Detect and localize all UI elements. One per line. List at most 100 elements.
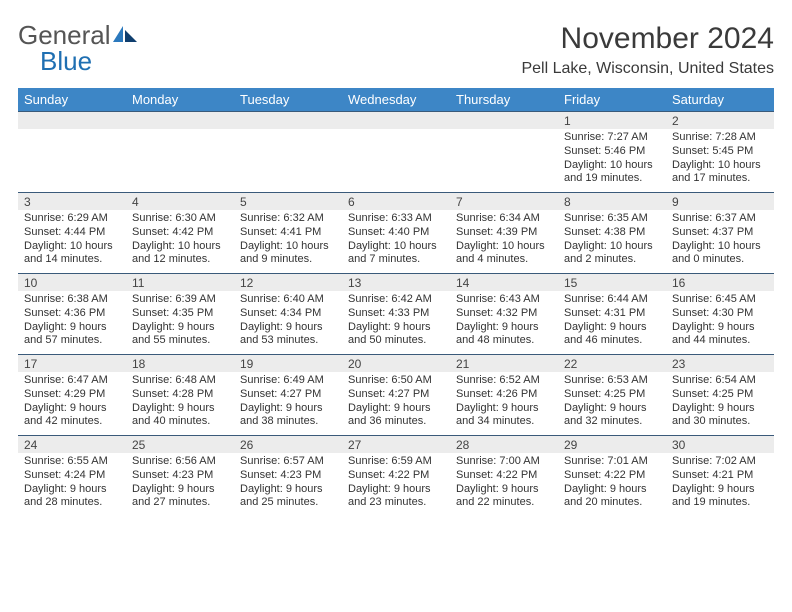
date-cell: 28 xyxy=(450,436,558,454)
info-row: Sunrise: 6:55 AM Sunset: 4:24 PM Dayligh… xyxy=(18,453,774,516)
logo-word1: General xyxy=(18,22,111,48)
date-cell: 13 xyxy=(342,274,450,292)
month-title: November 2024 xyxy=(521,22,774,56)
date-row: 17181920212223 xyxy=(18,355,774,373)
date-cell: 16 xyxy=(666,274,774,292)
info-row: Sunrise: 7:27 AM Sunset: 5:46 PM Dayligh… xyxy=(18,129,774,193)
date-cell: 4 xyxy=(126,193,234,211)
info-cell: Sunrise: 6:33 AM Sunset: 4:40 PM Dayligh… xyxy=(342,210,450,274)
date-cell: 1 xyxy=(558,112,666,130)
date-cell: 17 xyxy=(18,355,126,373)
info-cell xyxy=(234,129,342,193)
logo: General Blue xyxy=(18,22,137,74)
date-cell: 5 xyxy=(234,193,342,211)
date-cell: 24 xyxy=(18,436,126,454)
date-cell: 3 xyxy=(18,193,126,211)
date-cell xyxy=(126,112,234,130)
info-cell: Sunrise: 6:35 AM Sunset: 4:38 PM Dayligh… xyxy=(558,210,666,274)
day-header: Monday xyxy=(126,88,234,112)
day-header: Wednesday xyxy=(342,88,450,112)
info-row: Sunrise: 6:38 AM Sunset: 4:36 PM Dayligh… xyxy=(18,291,774,355)
info-cell xyxy=(342,129,450,193)
info-cell: Sunrise: 6:48 AM Sunset: 4:28 PM Dayligh… xyxy=(126,372,234,436)
day-header-row: Sunday Monday Tuesday Wednesday Thursday… xyxy=(18,88,774,112)
title-block: November 2024 Pell Lake, Wisconsin, Unit… xyxy=(521,22,774,78)
info-cell: Sunrise: 6:40 AM Sunset: 4:34 PM Dayligh… xyxy=(234,291,342,355)
date-cell: 2 xyxy=(666,112,774,130)
info-cell: Sunrise: 6:39 AM Sunset: 4:35 PM Dayligh… xyxy=(126,291,234,355)
info-cell xyxy=(126,129,234,193)
info-cell: Sunrise: 6:45 AM Sunset: 4:30 PM Dayligh… xyxy=(666,291,774,355)
date-cell: 27 xyxy=(342,436,450,454)
date-cell: 25 xyxy=(126,436,234,454)
info-cell: Sunrise: 6:49 AM Sunset: 4:27 PM Dayligh… xyxy=(234,372,342,436)
info-cell: Sunrise: 6:52 AM Sunset: 4:26 PM Dayligh… xyxy=(450,372,558,436)
date-cell: 14 xyxy=(450,274,558,292)
day-header: Friday xyxy=(558,88,666,112)
date-cell: 22 xyxy=(558,355,666,373)
day-header: Tuesday xyxy=(234,88,342,112)
info-row: Sunrise: 6:29 AM Sunset: 4:44 PM Dayligh… xyxy=(18,210,774,274)
date-cell: 29 xyxy=(558,436,666,454)
date-cell: 9 xyxy=(666,193,774,211)
date-cell: 30 xyxy=(666,436,774,454)
date-row: 10111213141516 xyxy=(18,274,774,292)
date-cell: 19 xyxy=(234,355,342,373)
info-cell: Sunrise: 6:54 AM Sunset: 4:25 PM Dayligh… xyxy=(666,372,774,436)
date-cell: 15 xyxy=(558,274,666,292)
day-header: Thursday xyxy=(450,88,558,112)
info-cell: Sunrise: 6:47 AM Sunset: 4:29 PM Dayligh… xyxy=(18,372,126,436)
info-cell: Sunrise: 6:38 AM Sunset: 4:36 PM Dayligh… xyxy=(18,291,126,355)
date-row: 24252627282930 xyxy=(18,436,774,454)
day-header: Saturday xyxy=(666,88,774,112)
info-cell: Sunrise: 7:27 AM Sunset: 5:46 PM Dayligh… xyxy=(558,129,666,193)
date-cell xyxy=(342,112,450,130)
info-cell: Sunrise: 6:32 AM Sunset: 4:41 PM Dayligh… xyxy=(234,210,342,274)
info-cell: Sunrise: 6:59 AM Sunset: 4:22 PM Dayligh… xyxy=(342,453,450,516)
date-cell: 10 xyxy=(18,274,126,292)
info-cell xyxy=(450,129,558,193)
info-cell: Sunrise: 6:42 AM Sunset: 4:33 PM Dayligh… xyxy=(342,291,450,355)
location: Pell Lake, Wisconsin, United States xyxy=(521,60,774,78)
date-cell: 6 xyxy=(342,193,450,211)
info-cell: Sunrise: 6:30 AM Sunset: 4:42 PM Dayligh… xyxy=(126,210,234,274)
logo-sail-icon xyxy=(113,26,137,42)
date-cell: 26 xyxy=(234,436,342,454)
date-cell xyxy=(18,112,126,130)
info-cell: Sunrise: 6:37 AM Sunset: 4:37 PM Dayligh… xyxy=(666,210,774,274)
date-cell: 8 xyxy=(558,193,666,211)
date-cell: 20 xyxy=(342,355,450,373)
date-cell: 21 xyxy=(450,355,558,373)
date-cell xyxy=(234,112,342,130)
info-cell: Sunrise: 6:50 AM Sunset: 4:27 PM Dayligh… xyxy=(342,372,450,436)
info-cell: Sunrise: 6:44 AM Sunset: 4:31 PM Dayligh… xyxy=(558,291,666,355)
info-cell: Sunrise: 6:34 AM Sunset: 4:39 PM Dayligh… xyxy=(450,210,558,274)
day-header: Sunday xyxy=(18,88,126,112)
info-cell: Sunrise: 6:57 AM Sunset: 4:23 PM Dayligh… xyxy=(234,453,342,516)
info-cell: Sunrise: 7:00 AM Sunset: 4:22 PM Dayligh… xyxy=(450,453,558,516)
logo-word2: Blue xyxy=(40,48,137,74)
info-cell: Sunrise: 6:43 AM Sunset: 4:32 PM Dayligh… xyxy=(450,291,558,355)
info-cell: Sunrise: 7:28 AM Sunset: 5:45 PM Dayligh… xyxy=(666,129,774,193)
date-row: 3456789 xyxy=(18,193,774,211)
date-row: 12 xyxy=(18,112,774,130)
info-cell: Sunrise: 6:56 AM Sunset: 4:23 PM Dayligh… xyxy=(126,453,234,516)
info-cell: Sunrise: 6:29 AM Sunset: 4:44 PM Dayligh… xyxy=(18,210,126,274)
info-cell: Sunrise: 6:53 AM Sunset: 4:25 PM Dayligh… xyxy=(558,372,666,436)
info-cell: Sunrise: 7:02 AM Sunset: 4:21 PM Dayligh… xyxy=(666,453,774,516)
date-cell xyxy=(450,112,558,130)
info-cell: Sunrise: 6:55 AM Sunset: 4:24 PM Dayligh… xyxy=(18,453,126,516)
info-row: Sunrise: 6:47 AM Sunset: 4:29 PM Dayligh… xyxy=(18,372,774,436)
info-cell xyxy=(18,129,126,193)
calendar-page: General Blue November 2024 Pell Lake, Wi… xyxy=(0,0,792,534)
date-cell: 11 xyxy=(126,274,234,292)
date-cell: 18 xyxy=(126,355,234,373)
calendar-table: Sunday Monday Tuesday Wednesday Thursday… xyxy=(18,88,774,516)
info-cell: Sunrise: 7:01 AM Sunset: 4:22 PM Dayligh… xyxy=(558,453,666,516)
date-cell: 7 xyxy=(450,193,558,211)
date-cell: 23 xyxy=(666,355,774,373)
header: General Blue November 2024 Pell Lake, Wi… xyxy=(18,22,774,78)
date-cell: 12 xyxy=(234,274,342,292)
logo-row1: General xyxy=(18,22,137,48)
calendar-body: 12Sunrise: 7:27 AM Sunset: 5:46 PM Dayli… xyxy=(18,112,774,517)
